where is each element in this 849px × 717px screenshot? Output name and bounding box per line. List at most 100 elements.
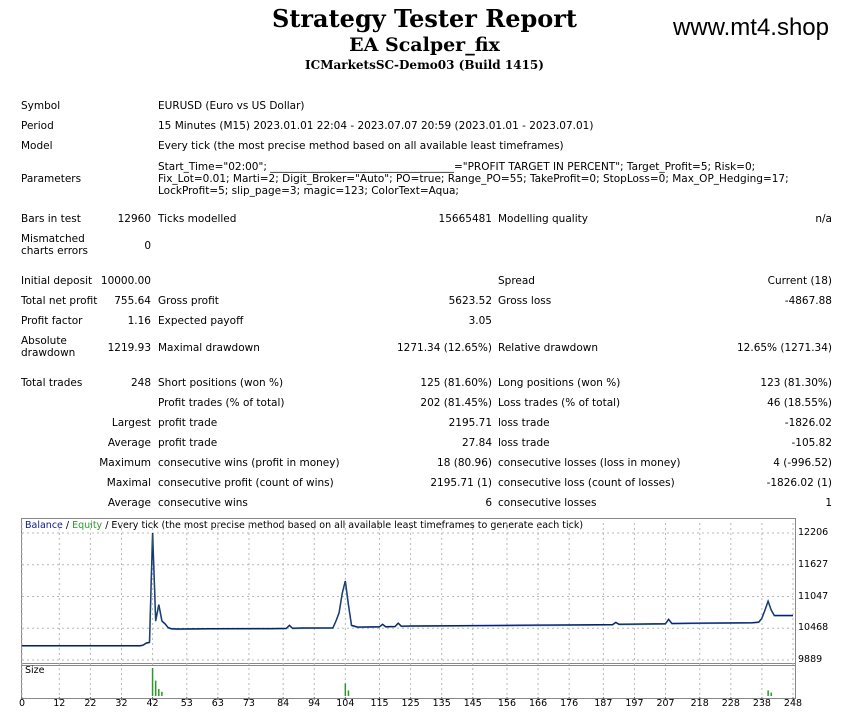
period-value: 15 Minutes (M15) 2023.01.01 22:04 - 2023… [158,120,594,132]
al-label: loss trade [498,437,550,449]
maxdd-label: Maximal drawdown [158,342,260,354]
acl-label: consecutive losses [498,497,597,509]
quality-value: n/a [815,213,832,225]
acl-value: 1 [825,497,832,509]
pt-value: 202 (81.45%) [420,397,492,409]
x-tick-label: 176 [560,698,579,709]
report-title: Strategy Tester Report [271,4,578,33]
balance-chart-frame [21,518,796,666]
chart-legend: Balance / Equity / Every tick (the most … [25,520,583,531]
series-line-balance [22,532,793,647]
spread-label: Spread [498,275,535,287]
short-value: 125 (81.60%) [420,377,492,389]
trades-value: 248 [130,377,151,389]
mismatch-value: 0 [144,240,151,252]
x-tick-label: 32 [115,698,128,709]
x-tick-label: 63 [211,698,224,709]
size-label: Size [25,665,45,676]
x-tick-label: 166 [528,698,548,709]
netprofit-label: Total net profit [21,295,98,307]
grossprofit-label: Gross profit [158,295,219,307]
x-tick-label: 156 [497,698,517,709]
grossloss-label: Gross loss [498,295,552,307]
y-tick-label: 12206 [798,527,829,538]
x-tick-label: 84 [277,698,290,709]
largest-label: Largest [111,417,151,429]
parameters-value: Start_Time="02:00"; ____________________… [158,161,789,197]
maximum-label: Maximum [99,457,151,469]
ap-label: profit trade [158,437,218,449]
trades-label: Total trades [21,377,83,389]
lp-label: profit trade [158,417,218,429]
lp-value: 2195.71 [448,417,492,429]
bars-label: Bars in test [21,213,81,225]
series-line-equity [22,533,793,647]
x-tick-label: 12 [53,698,66,709]
x-tick-label: 22 [84,698,97,709]
mismatch-label: Mismatched charts errors [21,233,88,257]
average-label: Average [107,437,151,449]
mclc-label: consecutive loss (count of losses) [498,477,675,489]
mcw-label: consecutive wins (profit in money) [158,457,340,469]
pt-label: Profit trades (% of total) [158,397,285,409]
deposit-label: Initial deposit [21,275,93,287]
ticks-value: 15665481 [438,213,492,225]
x-tick-label: 0 [18,698,26,709]
pf-value: 1.16 [127,315,151,327]
reldd-label: Relative drawdown [498,342,599,354]
payoff-label: Expected payoff [158,315,244,327]
legend-balance: Balance [25,520,63,531]
absdd-value: 1219.93 [107,342,151,354]
quality-label: Modelling quality [498,213,588,225]
lt-label: Loss trades (% of total) [498,397,621,409]
legend-desc: / Every tick (the most precise method ba… [102,520,584,531]
acw-label: consecutive wins [158,497,248,509]
lt-value: 46 (18.55%) [767,397,832,409]
x-tick-label: 135 [432,698,451,709]
grossloss-value: -4867.88 [784,295,832,307]
x-tick-label: 238 [752,698,771,709]
x-tick-label: 115 [370,698,389,709]
long-value: 123 (81.30%) [760,377,832,389]
pf-label: Profit factor [21,315,83,327]
x-tick-label: 94 [308,698,321,709]
x-tick-label: 207 [656,698,675,709]
maximal-label: Maximal [106,477,151,489]
deposit-value: 10000.00 [100,275,151,287]
mcl-value: 4 (-996.52) [773,457,832,469]
ll-value: -1826.02 [784,417,832,429]
average2-label: Average [107,497,151,509]
period-label: Period [21,120,54,132]
absdd-label: Absolute drawdown [21,335,76,359]
mcp-label: consecutive profit (count of wins) [158,477,334,489]
model-value: Every tick (the most precise method base… [158,140,564,152]
ap-value: 27.84 [461,437,492,449]
x-tick-label: 197 [625,698,644,709]
spread-value: Current (18) [767,275,832,287]
ea-name: EA Scalper_fix [349,34,500,56]
payoff-value: 3.05 [468,315,492,327]
grossprofit-value: 5623.52 [448,295,492,307]
ll-label: loss trade [498,417,550,429]
y-tick-label: 11627 [798,558,829,570]
mcl-label: consecutive losses (loss in money) [498,457,681,469]
al-value: -105.82 [791,437,832,449]
mcp-value: 2195.71 (1) [430,477,492,489]
mcw-value: 18 (80.96) [437,457,492,469]
server-info: ICMarketsSC-Demo03 (Build 1415) [305,58,544,72]
site-watermark: www.mt4.shop [672,14,829,41]
y-tick-label: 10468 [798,622,829,634]
x-tick-label: 248 [783,698,803,709]
acw-value: 6 [485,497,492,509]
x-tick-label: 125 [401,698,420,709]
long-label: Long positions (won %) [498,377,621,389]
x-tick-label: 53 [180,698,193,709]
symbol-value: EURUSD (Euro vs US Dollar) [158,100,305,112]
mclc-value: -1826.02 (1) [766,477,832,489]
x-tick-label: 104 [336,698,355,709]
x-tick-label: 218 [690,698,709,709]
size-chart-frame [21,663,796,699]
y-tick-label: 11047 [798,590,829,602]
legend-sep: / [62,520,73,531]
